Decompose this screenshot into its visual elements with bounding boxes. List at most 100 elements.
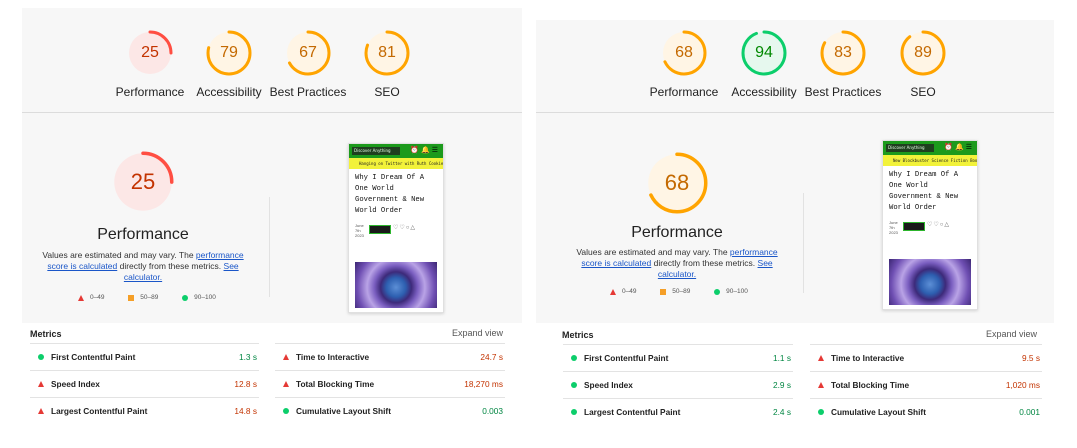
metric-row[interactable]: Cumulative Layout Shift 0.001: [810, 398, 1042, 425]
score-value: 89: [914, 44, 932, 61]
metric-name: Cumulative Layout Shift: [296, 406, 391, 416]
fail-triangle-icon: [283, 381, 289, 387]
performance-main-gauge: 25: [112, 151, 174, 213]
performance-section: 68 Performance Values are estimated and …: [536, 113, 1054, 323]
score-best-practices[interactable]: 83 Best Practices: [793, 30, 893, 99]
metric-value: 1.1 s: [773, 353, 791, 363]
fail-triangle-icon: [38, 408, 44, 414]
gauge-arc: [900, 30, 946, 76]
legend-pass: 90–100: [726, 288, 748, 295]
score-best-practices[interactable]: 67 Best Practices: [258, 30, 358, 99]
screenshot-meta: June 7th 2023 ♡♡○△: [883, 214, 977, 238]
score-label: Best Practices: [804, 85, 882, 99]
score-seo[interactable]: 81 SEO: [337, 30, 437, 99]
pass-circle-icon: [571, 382, 577, 388]
metric-row[interactable]: First Contentful Paint 1.1 s: [563, 344, 793, 371]
average-square-icon: [128, 294, 135, 301]
gauge-background: [663, 32, 705, 74]
desc-text: directly from these metrics.: [651, 258, 758, 268]
metric-row[interactable]: Time to Interactive 24.7 s: [275, 343, 505, 370]
fail-triangle-icon: [818, 355, 824, 361]
metric-row[interactable]: Time to Interactive 9.5 s: [810, 344, 1042, 371]
report-panel-after: 68 Performance 94 Accessibility 83 Best …: [536, 20, 1054, 448]
metric-marker: [283, 381, 289, 387]
metric-value: 2.4 s: [773, 407, 791, 417]
screenshot-icons: ⏰🔔☰: [410, 147, 440, 154]
gauge-background: [648, 154, 706, 212]
screenshot-date: June 7th 2023: [889, 220, 898, 235]
screenshot-title: Why I Dream Of A One World Government & …: [889, 171, 959, 212]
gauge-background: [208, 32, 250, 74]
gauge-background: [902, 32, 944, 74]
score-value: 79: [220, 44, 238, 61]
metric-row[interactable]: Largest Contentful Paint 2.4 s: [563, 398, 793, 425]
score-label: SEO: [374, 85, 400, 99]
pass-circle-icon: [818, 409, 824, 415]
score-performance[interactable]: 68 Performance: [634, 30, 734, 99]
calculator-link[interactable]: See calculator.: [123, 261, 239, 282]
pass-circle-icon: [714, 288, 721, 295]
score-gauge: 81: [364, 30, 410, 76]
performance-score-link[interactable]: performance score is calculated: [47, 250, 244, 271]
calculator-link[interactable]: See calculator.: [657, 258, 773, 279]
score-value: 83: [834, 44, 852, 61]
metric-row[interactable]: Largest Contentful Paint 14.8 s: [30, 397, 259, 424]
metric-row[interactable]: Total Blocking Time 1,020 ms: [810, 371, 1042, 398]
performance-main-gauge: 68: [646, 152, 708, 214]
performance-score-link[interactable]: performance score is calculated: [581, 247, 778, 268]
report-panel-before: 25 Performance 79 Accessibility 67 Best …: [22, 8, 522, 436]
divider: [803, 193, 804, 293]
score-gauge: 68: [661, 30, 707, 76]
metric-marker: [38, 408, 44, 414]
gauge-arc: [112, 151, 174, 213]
score-accessibility[interactable]: 79 Accessibility: [179, 30, 279, 99]
metric-name: Cumulative Layout Shift: [831, 407, 926, 417]
fail-triangle-icon: [78, 294, 84, 301]
expand-view-button[interactable]: Expand view: [452, 328, 504, 338]
metric-name: First Contentful Paint: [51, 352, 136, 362]
score-performance[interactable]: 25 Performance: [100, 30, 200, 99]
score-accessibility[interactable]: 94 Accessibility: [714, 30, 814, 99]
score-gauge: 79: [206, 30, 252, 76]
score-label: SEO: [910, 85, 936, 99]
page-screenshot[interactable]: Discover Anything ⏰🔔☰ New Blockbuster Sc…: [882, 140, 978, 310]
desc-text: Values are estimated and may vary. The: [576, 247, 730, 257]
desc-text: directly from these metrics.: [117, 261, 224, 271]
legend-pass: 90–100: [194, 294, 216, 301]
metric-row[interactable]: Speed Index 12.8 s: [30, 370, 259, 397]
metric-value: 24.7 s: [480, 352, 503, 362]
score-seo[interactable]: 89 SEO: [873, 30, 973, 99]
metric-name: Largest Contentful Paint: [51, 406, 148, 416]
metric-value: 1.3 s: [239, 352, 257, 362]
score-label: Accessibility: [196, 85, 262, 99]
metric-value: 12.8 s: [234, 379, 257, 389]
expand-view-button[interactable]: Expand view: [986, 329, 1038, 339]
metric-name: First Contentful Paint: [584, 353, 669, 363]
gauge-background: [287, 32, 329, 74]
metric-marker: [38, 381, 44, 387]
metric-value: 1,020 ms: [1005, 380, 1040, 390]
metric-row[interactable]: Speed Index 2.9 s: [563, 371, 793, 398]
metric-row[interactable]: Total Blocking Time 18,270 ms: [275, 370, 505, 397]
score-legend: 0–49 50–89 90–100: [610, 288, 748, 295]
metric-marker: [818, 382, 824, 388]
score-summary-band: 25 Performance 79 Accessibility 67 Best …: [22, 8, 522, 113]
fail-triangle-icon: [818, 382, 824, 388]
performance-description: Values are estimated and may vary. The p…: [33, 250, 253, 283]
screenshot-search: Discover Anything: [886, 144, 934, 152]
metric-name: Speed Index: [584, 380, 633, 390]
metric-name: Time to Interactive: [831, 353, 905, 363]
page-screenshot[interactable]: Discover Anything ⏰🔔☰ Hanging on Twitter…: [348, 143, 444, 313]
performance-description: Values are estimated and may vary. The p…: [567, 247, 787, 280]
metric-row[interactable]: First Contentful Paint 1.3 s: [30, 343, 259, 370]
gauge-arc: [206, 30, 252, 76]
pass-circle-icon: [571, 355, 577, 361]
screenshot-banner: Hanging on Twitter with Ruth Cookie!: [349, 158, 443, 169]
screenshot-share-icons: ♡♡○△: [393, 225, 416, 231]
metrics-heading: Metrics: [30, 329, 62, 339]
gauge-arc: [646, 152, 708, 214]
metric-row[interactable]: Cumulative Layout Shift 0.003: [275, 397, 505, 424]
score-gauge: 25: [127, 30, 173, 76]
metric-name: Largest Contentful Paint: [584, 407, 681, 417]
pass-circle-icon: [571, 409, 577, 415]
